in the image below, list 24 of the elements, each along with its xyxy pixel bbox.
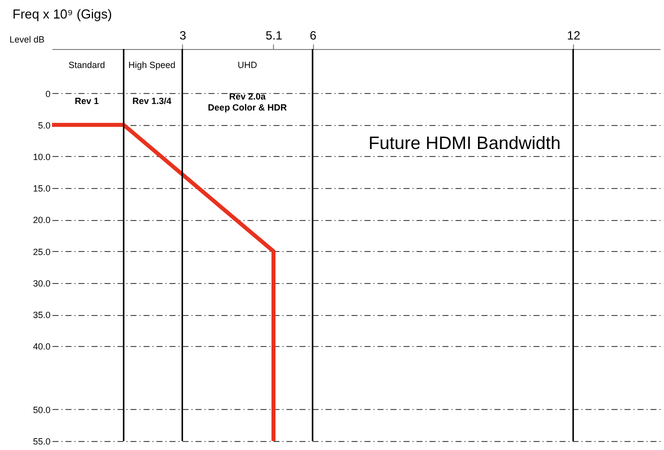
- y-tick-label: 25.0: [32, 246, 50, 257]
- y-tick-label: 5.0: [38, 120, 50, 130]
- y-axis-title: Level dB: [9, 34, 44, 44]
- y-tick-label: 20.0: [32, 215, 50, 226]
- x-axis-title: Freq x 10⁹ (Gigs): [12, 6, 112, 22]
- annotation: Standard: [68, 60, 106, 70]
- y-tick-label: 30.0: [32, 278, 50, 288]
- y-tick-label: 15.0: [32, 184, 50, 194]
- y-tick-label: 35.0: [32, 310, 50, 320]
- annotation: UHD: [238, 60, 258, 70]
- x-tick-label: 5.1: [266, 28, 283, 42]
- y-tick-label: 50.0: [32, 404, 50, 415]
- y-tick-label: 40.0: [32, 342, 50, 352]
- annotation: Future HDMI Bandwidth: [368, 132, 561, 153]
- annotation: Rev 1.3/4: [132, 96, 172, 106]
- annotation: Rev 2.0a Deep Color & HDR: [208, 91, 288, 112]
- annotation: Rev 1: [74, 96, 99, 106]
- x-tick-label: 6: [310, 28, 317, 42]
- y-tick-label: 10.0: [32, 152, 50, 162]
- x-tick-label: 3: [179, 28, 186, 42]
- y-tick-label: 55.0: [32, 436, 50, 446]
- annotation: High Speed: [128, 60, 176, 70]
- y-tick-label: 0: [45, 88, 50, 99]
- x-tick-label: 12: [566, 28, 581, 42]
